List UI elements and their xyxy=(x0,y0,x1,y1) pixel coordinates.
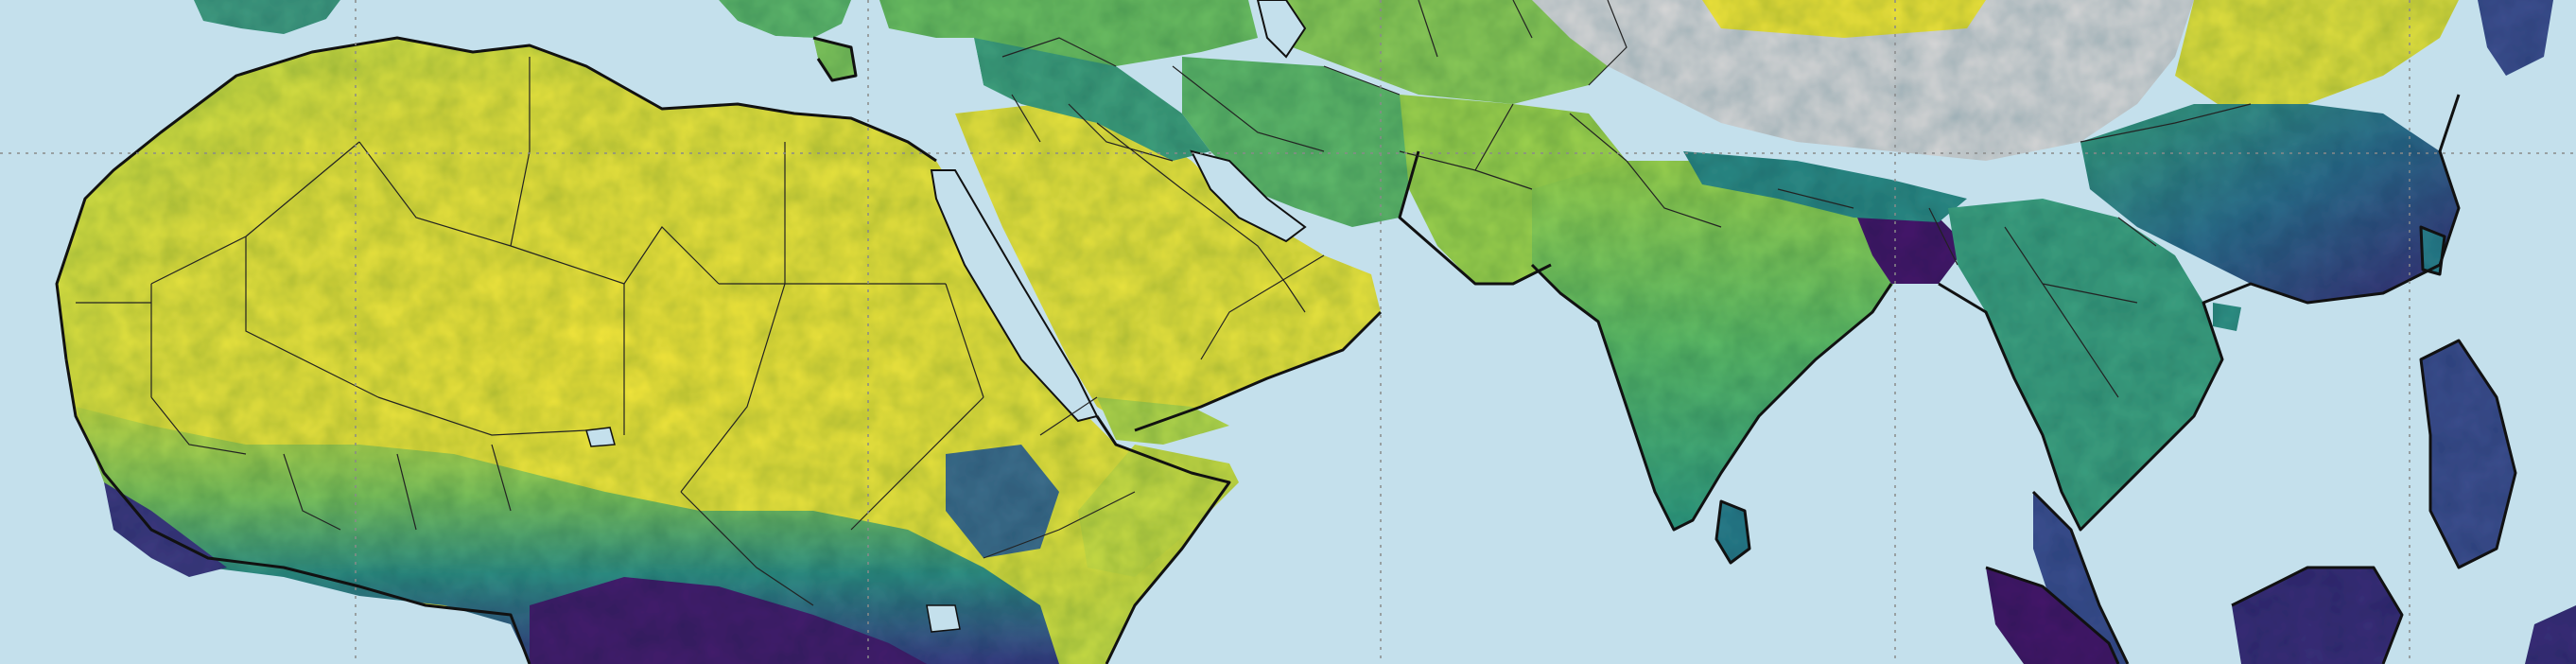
country-borders xyxy=(76,0,2252,606)
arabian-peninsula xyxy=(955,104,1381,430)
himalaya-foothills xyxy=(1683,151,1967,222)
malay-peninsula xyxy=(2033,492,2128,664)
lake-chad xyxy=(585,427,616,447)
india xyxy=(1532,161,1901,530)
sumatra xyxy=(1986,568,2118,664)
philippines xyxy=(2421,341,2515,568)
ethiopian-highlands xyxy=(946,445,1059,558)
mediterranean-coast xyxy=(326,0,983,142)
caspian-sea-edge xyxy=(1256,0,1307,59)
persian-gulf xyxy=(1190,149,1307,243)
turkey xyxy=(879,0,1258,66)
sulawesi-fragment xyxy=(2525,605,2576,664)
sri-lanka xyxy=(1716,501,1749,563)
korea-fragment xyxy=(2478,0,2553,76)
central-asia xyxy=(1258,0,1627,104)
tibet-nodata xyxy=(1532,0,2194,161)
balkans-fragment xyxy=(719,0,851,38)
greece xyxy=(813,38,856,80)
lake-victoria xyxy=(926,604,961,633)
sahel-tropics xyxy=(76,407,1059,664)
borneo xyxy=(2232,568,2402,664)
red-sea xyxy=(930,169,1099,423)
levant-iraq xyxy=(974,38,1210,161)
iran xyxy=(1182,57,1419,227)
southeast-asia xyxy=(1948,199,2222,530)
central-africa xyxy=(530,577,927,664)
iberia-fragment xyxy=(194,0,340,34)
taklamakan-band xyxy=(1702,0,1986,38)
north-china xyxy=(2175,0,2459,114)
taiwan xyxy=(2421,227,2445,274)
horn-of-africa xyxy=(1078,445,1239,577)
south-china xyxy=(2080,104,2459,303)
hainan xyxy=(2213,303,2241,331)
coastlines xyxy=(55,36,2517,664)
